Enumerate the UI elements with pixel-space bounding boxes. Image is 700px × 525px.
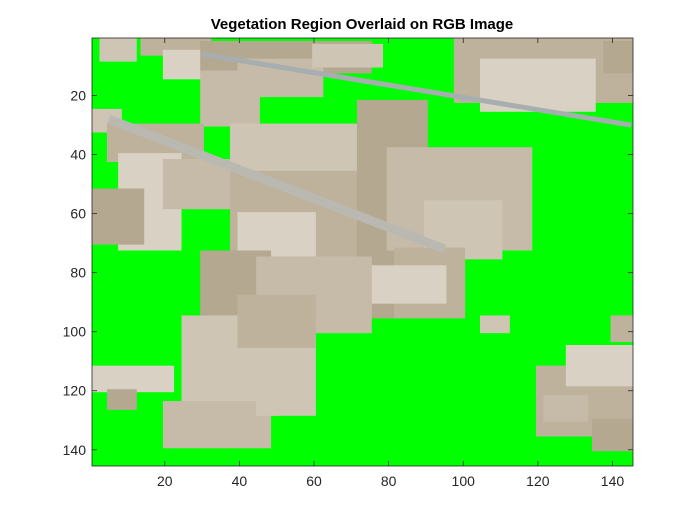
y-tick-label: 40	[70, 147, 86, 163]
image-region	[543, 395, 589, 422]
y-tick-label: 60	[70, 206, 86, 222]
chart-title: Vegetation Region Overlaid on RGB Image	[211, 16, 514, 33]
axes-box	[91, 37, 634, 467]
y-tick-label: 140	[63, 442, 87, 458]
image-region	[92, 365, 175, 393]
x-axis: 20 40 60 80 100 120 140	[157, 38, 624, 489]
x-tick-label: 20	[157, 473, 173, 489]
image-region	[99, 38, 137, 62]
image-region	[162, 401, 272, 449]
image-region	[565, 344, 633, 387]
road-band	[201, 51, 632, 128]
x-tick-label: 40	[232, 473, 248, 489]
road-band	[107, 114, 447, 254]
overlay-image	[92, 38, 633, 466]
image-region	[610, 315, 633, 343]
image-axes: 20 40 60 80 100 120 140 20 40 60 80 100 120 140	[63, 37, 634, 489]
image-region	[256, 398, 279, 416]
image-region	[312, 43, 384, 68]
y-axis: 20 40 60 80 100 120 140	[63, 88, 633, 458]
image-region	[92, 188, 145, 245]
y-tick-label: 20	[70, 88, 86, 104]
x-tick-label: 60	[306, 473, 322, 489]
image-region	[603, 40, 633, 74]
image-region	[591, 418, 633, 452]
x-tick-label: 80	[381, 473, 397, 489]
y-tick-label: 120	[63, 383, 87, 399]
image-region	[200, 70, 260, 127]
y-tick-label: 100	[63, 324, 87, 340]
x-tick-label: 100	[452, 473, 476, 489]
image-region	[106, 389, 137, 410]
image-region	[480, 315, 510, 334]
x-tick-label: 120	[526, 473, 550, 489]
y-tick-label: 80	[70, 265, 86, 281]
image-region	[237, 294, 316, 348]
image-region	[162, 49, 204, 80]
x-tick-label: 140	[601, 473, 625, 489]
